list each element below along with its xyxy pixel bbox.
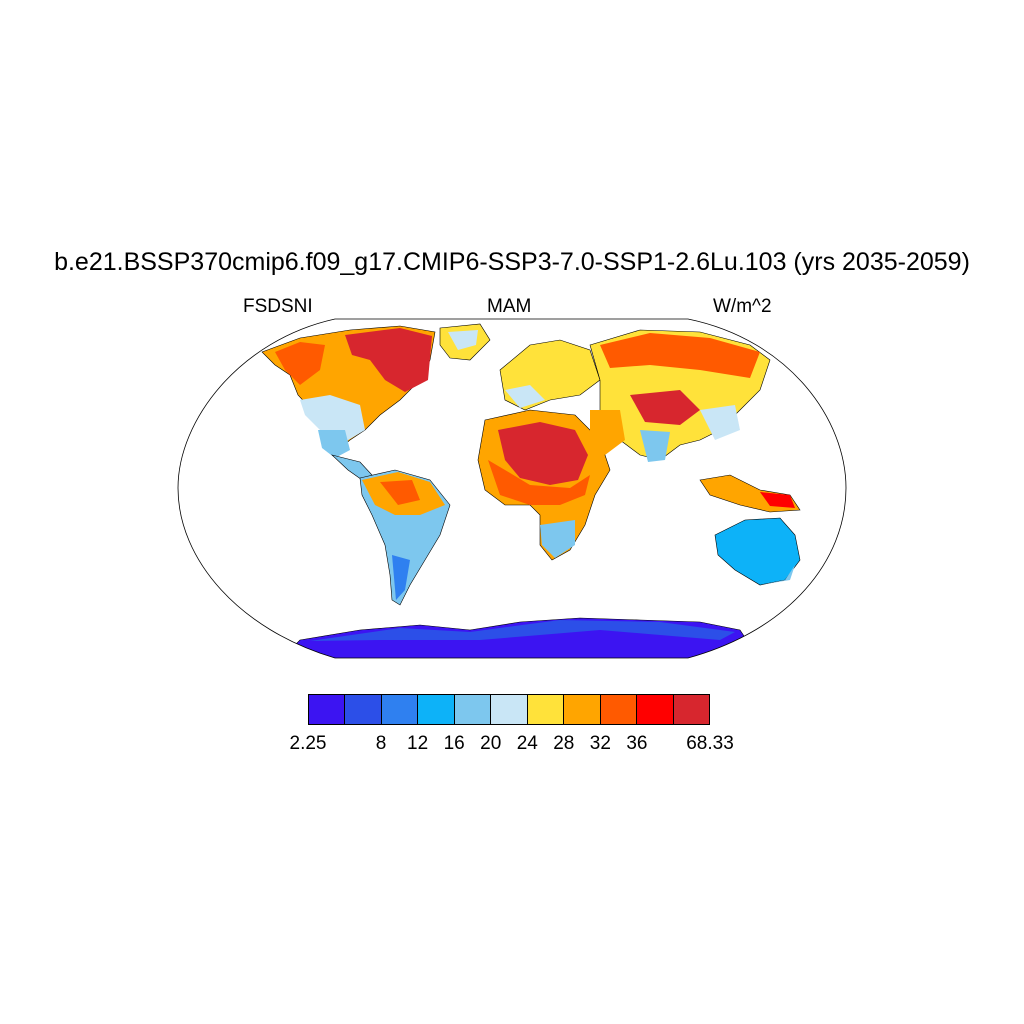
colorbar-tick-label: 36 [626,733,648,754]
colorbar-tick-label: 20 [480,733,502,754]
south-america-south-zone [392,555,410,600]
colorbar-tick-label: 8 [375,733,387,754]
globe-outline [177,318,847,659]
colorbar-swatch [454,695,492,724]
season-label: MAM [487,296,532,317]
colorbar-swatch [564,695,601,724]
colorbar-swatch [600,695,638,724]
colorbar [308,694,710,725]
colorbar-tick-label: 12 [407,733,429,754]
africa-sahara-zone [498,422,588,485]
colorbar-tick-label: 28 [553,733,575,754]
colorbar-tick-label: 24 [516,733,538,754]
colorbar-tick-label: 2.25 [289,733,327,754]
australia-region [714,517,801,586]
antarctica-coast-band [310,620,735,641]
colorbar-swatch [673,695,709,724]
europe-west-zone [505,385,545,408]
east-asia-zone [700,405,740,440]
north-america-south-zone [318,430,350,458]
middle-east-zone [590,410,625,455]
africa-south-zone [540,520,575,558]
colorbar-swatch [491,695,528,724]
australia-coast-zone [760,565,795,585]
plot-title: b.e21.BSSP370cmip6.f09_g17.CMIP6-SSP3-7.… [54,248,970,276]
north-america-hot-zone [345,328,432,392]
new-guinea-zone [760,492,795,508]
colorbar-swatch [637,695,674,724]
colorbar-swatch [527,695,565,724]
colorbar-swatch [418,695,455,724]
central-asia-hot-zone [630,390,700,425]
south-asia-zone [640,430,670,462]
colorbar-swatch [381,695,419,724]
colorbar-swatch [345,695,382,724]
africa-sahel-ring [488,460,590,505]
north-america-central-zone [300,395,365,445]
variable-label: FSDSNI [243,296,313,317]
colorbar-tick-label: 32 [589,733,611,754]
south-america-amazon-zone [380,480,420,505]
greenland-core [448,330,478,350]
colorbar-tick-label: 16 [443,733,465,754]
siberia-zone [600,333,760,378]
colorbar-tick-label: 68.33 [686,733,734,754]
units-label: W/m^2 [713,296,772,317]
north-america-west-zone [275,342,325,385]
colorbar-swatch [309,695,346,724]
